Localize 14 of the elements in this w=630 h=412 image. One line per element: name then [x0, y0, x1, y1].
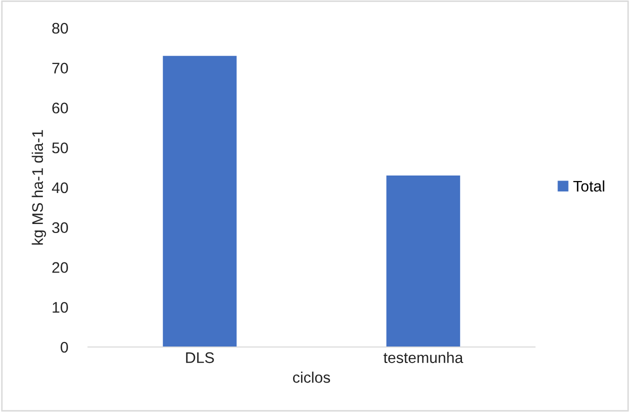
- y-tick-label: 80: [52, 22, 68, 34]
- y-tick-label: 0: [60, 342, 68, 353]
- y-tick-label: 20: [52, 262, 68, 273]
- y-tick-label: 50: [52, 142, 68, 154]
- x-tick-label: testemunha: [384, 352, 464, 364]
- y-axis-title: kg MS ha-1 dia-1: [32, 130, 46, 245]
- y-tick-label: 30: [52, 222, 68, 234]
- y-tick-label: 10: [52, 302, 68, 313]
- y-tick-label: 40: [52, 182, 68, 194]
- x-tick-label: DLS: [186, 352, 214, 364]
- x-axis-title: ciclos: [293, 372, 330, 383]
- legend-label: Total: [573, 180, 604, 192]
- y-tick-label: 60: [52, 102, 68, 114]
- y-tick-label: 70: [52, 62, 68, 74]
